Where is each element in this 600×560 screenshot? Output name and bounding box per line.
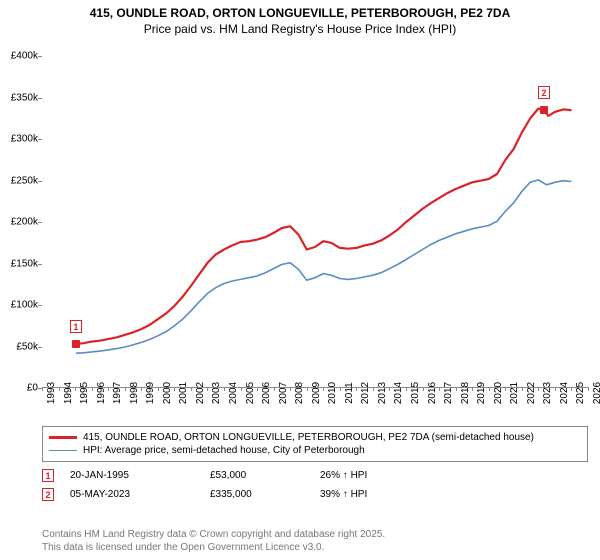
x-axis-label: 2001: [174, 382, 189, 404]
legend-label: HPI: Average price, semi-detached house,…: [83, 445, 365, 456]
legend-swatch: [49, 436, 77, 438]
chart-title: 415, OUNDLE ROAD, ORTON LONGUEVILLE, PET…: [0, 0, 600, 22]
x-axis-label: 2006: [257, 382, 272, 404]
x-axis-label: 2009: [307, 382, 322, 404]
x-axis-label: 1998: [125, 382, 140, 404]
sale-marker-2: 2: [538, 86, 550, 99]
legend-swatch: [49, 450, 77, 452]
x-axis-label: 2012: [356, 382, 371, 404]
x-axis-label: 2013: [373, 382, 388, 404]
sale-events-table: 1 20-JAN-1995£53,00026% ↑ HPI 2 05-MAY-2023…: [42, 466, 588, 504]
event-price: £53,000: [210, 470, 320, 481]
event-date: 05-MAY-2023: [70, 489, 210, 500]
x-axis-label: 2021: [505, 382, 520, 404]
x-axis-label: 2016: [423, 382, 438, 404]
x-axis-label: 2008: [290, 382, 305, 404]
x-axis-label: 2004: [224, 382, 239, 404]
x-axis-label: 2019: [472, 382, 487, 404]
sale-point-2: [540, 106, 548, 114]
attribution-text: Contains HM Land Registry data © Crown c…: [42, 529, 588, 554]
legend-label: 415, OUNDLE ROAD, ORTON LONGUEVILLE, PET…: [83, 432, 534, 443]
x-axis-label: 1999: [141, 382, 156, 404]
series-price_paid: [76, 109, 572, 345]
x-axis-label: 1993: [42, 382, 57, 404]
legend-box: 415, OUNDLE ROAD, ORTON LONGUEVILLE, PET…: [42, 426, 588, 462]
x-axis-label: 2018: [456, 382, 471, 404]
x-axis-label: 2024: [555, 382, 570, 404]
event-marker: 2: [42, 488, 54, 501]
x-axis-label: 2020: [489, 382, 504, 404]
x-axis-label: 1994: [59, 382, 74, 404]
chart-svg: [42, 48, 588, 388]
chart-subtitle: Price paid vs. HM Land Registry's House …: [0, 22, 600, 38]
x-axis-label: 2003: [207, 382, 222, 404]
x-axis-label: 1996: [92, 382, 107, 404]
x-axis-label: 2026: [588, 382, 600, 404]
event-price: £335,000: [210, 489, 320, 500]
sale-marker-1: 1: [70, 320, 82, 333]
x-axis-label: 2023: [538, 382, 553, 404]
x-axis-label: 2000: [158, 382, 173, 404]
event-row: 2 05-MAY-2023£335,00039% ↑ HPI: [42, 485, 588, 504]
x-axis-label: 2025: [571, 382, 586, 404]
sale-point-1: [72, 340, 80, 348]
x-axis-label: 1995: [75, 382, 90, 404]
legend-row: HPI: Average price, semi-detached house,…: [49, 444, 581, 457]
legend-row: 415, OUNDLE ROAD, ORTON LONGUEVILLE, PET…: [49, 431, 581, 444]
event-delta: 39% ↑ HPI: [320, 489, 367, 500]
event-delta: 26% ↑ HPI: [320, 470, 367, 481]
event-row: 1 20-JAN-1995£53,00026% ↑ HPI: [42, 466, 588, 485]
x-axis-label: 1997: [108, 382, 123, 404]
event-marker: 1: [42, 469, 54, 482]
x-axis-label: 2002: [191, 382, 206, 404]
x-axis-label: 2017: [439, 382, 454, 404]
x-axis-label: 2015: [406, 382, 421, 404]
x-axis-label: 2005: [241, 382, 256, 404]
x-axis-label: 2022: [522, 382, 537, 404]
series-hpi: [76, 180, 572, 353]
x-axis-label: 2010: [323, 382, 338, 404]
plot-area: £0£50k£100k£150k£200k£250k£300k£350k£400…: [42, 48, 588, 388]
event-date: 20-JAN-1995: [70, 470, 210, 481]
x-axis-label: 2014: [389, 382, 404, 404]
x-axis-label: 2011: [340, 382, 355, 404]
x-axis-label: 2007: [274, 382, 289, 404]
